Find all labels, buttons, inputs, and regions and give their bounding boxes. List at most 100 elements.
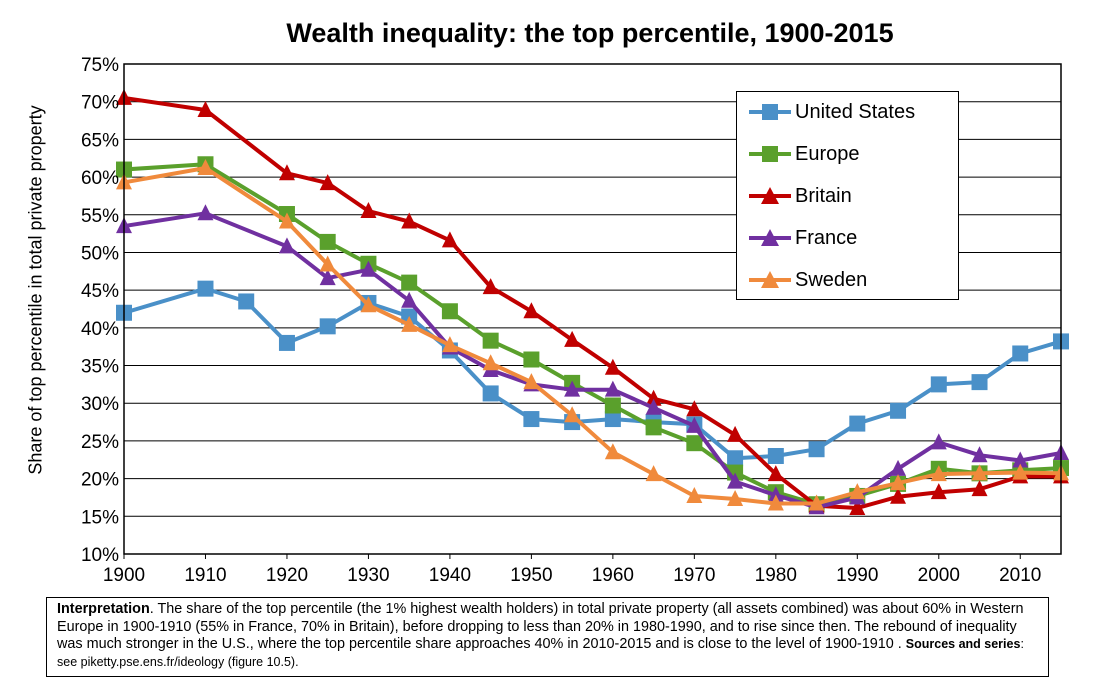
y-tick-label: 10% [81, 545, 119, 566]
data-point-france [360, 260, 377, 277]
chart-title: Wealth inequality: the top percentile, 1… [286, 18, 894, 48]
x-tick-label: 1910 [184, 565, 226, 586]
series-line-sweden [123, 166, 1062, 506]
data-point-britain [441, 231, 458, 248]
x-tick-label: 1990 [836, 565, 878, 586]
interpretation-text: . The share of the top percentile (the 1… [57, 601, 1024, 652]
data-point-sweden [890, 474, 907, 491]
data-point-france [401, 291, 418, 308]
data-point-britain [360, 202, 377, 218]
data-point-united-states [238, 293, 255, 310]
data-point-united-states [767, 448, 784, 464]
data-point-united-states [727, 450, 744, 467]
x-tick-label: 1960 [592, 565, 634, 586]
data-point-britain [686, 400, 703, 417]
legend-swatch-france [749, 229, 791, 246]
legend-label-france: France [795, 227, 858, 249]
data-point-britain [604, 358, 621, 375]
interpretation-note: Interpretation. The share of the top per… [46, 597, 1049, 677]
legend-swatch-united-states [749, 104, 791, 120]
y-tick-label: 65% [81, 130, 119, 151]
data-point-britain [401, 212, 418, 229]
sources-text: : see piketty.pse.ens.fr/ideology (figur… [57, 637, 1024, 669]
data-point-france [564, 380, 581, 397]
y-axis-title-text: Share of top percentile in total private… [25, 105, 46, 475]
data-point-sweden [482, 354, 499, 371]
x-tick-label: 1950 [510, 565, 552, 586]
data-point-sweden [564, 406, 581, 423]
data-point-sweden [1012, 463, 1029, 480]
data-point-sweden [604, 443, 621, 460]
data-point-sweden [808, 494, 825, 511]
y-tick-label: 35% [81, 357, 119, 378]
x-tick-label: 1930 [347, 565, 389, 586]
legend-item-united-states: United States [737, 97, 958, 127]
series-line-europe [123, 162, 1062, 507]
data-point-sweden [197, 159, 214, 176]
data-point-europe [686, 435, 703, 452]
data-point-france [645, 398, 662, 415]
data-point-britain [645, 389, 662, 406]
data-point-sweden [441, 336, 458, 353]
chart-plot: 10% 15% 20% 25% 30% 35% 40% 45% 50% 55% 60% 65% 70% 7… [81, 55, 1069, 586]
data-point-united-states [808, 441, 825, 458]
data-point-britain [767, 465, 784, 482]
data-point-europe [645, 419, 662, 436]
data-point-united-states [849, 415, 866, 432]
legend-swatch-sweden [749, 271, 791, 288]
data-point-france [604, 380, 621, 397]
data-point-sweden [278, 212, 295, 229]
data-point-france [767, 486, 784, 503]
data-point-sweden [401, 315, 418, 332]
legend-item-europe: Europe [737, 139, 958, 169]
legend: United States Europe Britain France Swed… [736, 91, 959, 300]
y-tick-label: 20% [81, 470, 119, 491]
data-point-united-states [523, 411, 540, 428]
data-point-britain [197, 100, 214, 117]
data-point-united-states [890, 402, 907, 419]
data-point-europe [604, 397, 621, 414]
data-point-europe [319, 233, 336, 250]
data-point-europe [482, 332, 499, 349]
data-point-britain [523, 302, 540, 319]
data-point-france [890, 459, 907, 476]
y-tick-label: 40% [81, 319, 119, 340]
data-point-europe [441, 303, 458, 320]
data-point-france [727, 472, 744, 489]
data-point-sweden [319, 255, 336, 272]
data-point-sweden [686, 486, 703, 503]
y-tick-label: 25% [81, 432, 119, 453]
tick-labels: 10% 15% 20% 25% 30% 35% 40% 45% 50% 55% 60% 65% 70% 7… [81, 55, 1041, 586]
y-tick-label: 50% [81, 243, 119, 264]
series-layer [116, 88, 1069, 516]
legend-label-europe: Europe [795, 143, 860, 165]
legend-item-france: France [737, 223, 958, 253]
x-tick-label: 1920 [266, 565, 308, 586]
x-tick-label: 1970 [673, 565, 715, 586]
x-tick-label: 1940 [429, 565, 471, 586]
data-point-britain [890, 487, 907, 504]
data-point-britain [564, 330, 581, 347]
legend-item-sweden: Sweden [737, 265, 958, 295]
data-point-sweden [727, 489, 744, 506]
y-tick-label: 55% [81, 206, 119, 227]
y-tick-label: 45% [81, 281, 119, 302]
y-tick-label: 60% [81, 168, 119, 189]
data-point-britain [278, 164, 295, 181]
x-tick-label: 1900 [103, 565, 145, 586]
plot-area-frame [123, 63, 1062, 555]
x-tick-label: 2000 [918, 565, 960, 586]
sources-label: Sources and series [905, 637, 1021, 651]
y-tick-label: 70% [81, 93, 119, 114]
legend-label-united-states: United States [795, 101, 916, 123]
series-line-britain [123, 95, 1061, 510]
data-point-britain [971, 480, 988, 497]
data-point-sweden [971, 464, 988, 481]
y-tick-label: 15% [81, 507, 119, 528]
data-point-britain [849, 499, 866, 516]
interpretation-label: Interpretation [57, 601, 150, 617]
data-point-sweden [767, 494, 784, 511]
data-point-france [278, 237, 295, 254]
data-point-united-states [930, 376, 947, 393]
data-point-france [1012, 451, 1029, 468]
